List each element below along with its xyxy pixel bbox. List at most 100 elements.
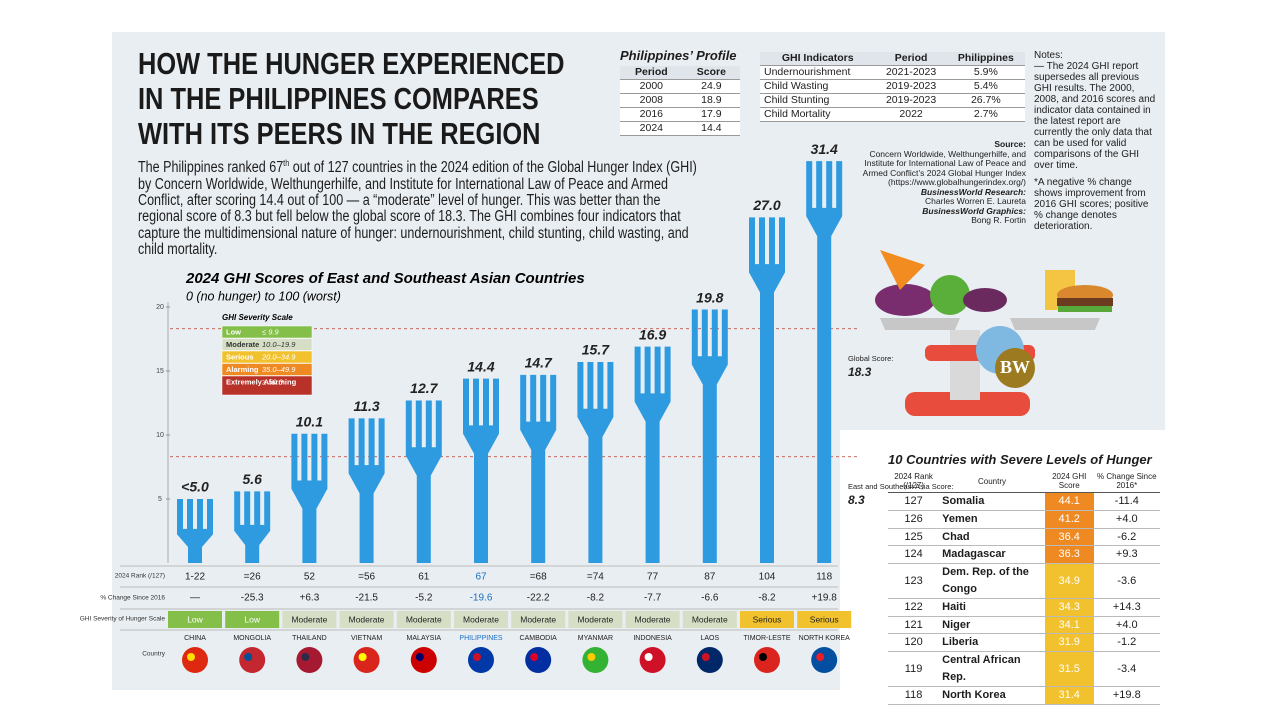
headline-line: IN THE PHILIPPINES COMPARES <box>138 81 539 116</box>
cell: Child Mortality <box>760 107 876 122</box>
fork-bar <box>749 217 785 563</box>
legend-range: 10.0–19.9 <box>262 340 296 349</box>
header-row: 2024 Rank (/127) Country 2024 GHI Score% C… <box>888 470 1160 493</box>
profile-table: Period Score 2000 24.9 2008 18.9 2016 17.9 2024 1… <box>620 66 740 136</box>
illustration: BW <box>875 250 1113 416</box>
flag <box>639 647 666 673</box>
row: 118 North Korea 31.4 +19.8 <box>888 686 1160 705</box>
severity-cell <box>740 611 794 628</box>
value-label: 27.0 <box>752 197 780 213</box>
value-label: 15.7 <box>582 342 610 358</box>
y-tick-label: 20 <box>156 304 164 311</box>
legend-name: Serious <box>226 352 254 361</box>
row: 2016 17.9 <box>620 107 740 122</box>
fork-bar <box>177 499 213 563</box>
value-label: 31.4 <box>811 141 838 157</box>
row: 123 Dem. Rep. of the Congo 34.9 -3.6 <box>888 563 1160 599</box>
change: +6.3 <box>300 593 320 604</box>
change: -6.6 <box>701 593 719 604</box>
flag <box>353 647 380 673</box>
cell: 2022 <box>875 107 947 122</box>
change: +14.3 <box>1093 598 1160 617</box>
cell: 2019-2023 <box>875 93 947 108</box>
legend-swatch <box>221 375 313 396</box>
value-label: 12.7 <box>410 380 438 396</box>
severity: Moderate <box>520 614 556 624</box>
legend-range: 20.0–34.9 <box>261 352 296 361</box>
header-row: Period Score <box>620 66 740 80</box>
severity-cell <box>682 611 737 628</box>
rank: =68 <box>530 572 547 583</box>
cell: 2008 <box>620 93 683 108</box>
fork-bar <box>691 309 728 563</box>
notes-title: Notes: <box>1034 50 1063 61</box>
row: 127 Somalia 44.1 -11.4 <box>888 492 1160 511</box>
change: -3.6 <box>1093 563 1160 599</box>
value-label: 11.3 <box>353 398 379 414</box>
headline-line: HOW THE HUNGER EXPERIENCED <box>138 46 565 81</box>
severity-cell <box>339 611 394 628</box>
severity: Moderate <box>577 614 613 624</box>
flag-detail <box>244 653 253 661</box>
profile: Philippines’ Profile Period Score 2000 24.9… <box>620 48 740 136</box>
y-tick-label: 5 <box>158 496 162 503</box>
score: 41.2 <box>1044 510 1094 529</box>
score: 34.1 <box>1044 616 1094 635</box>
change: +9.3 <box>1093 545 1160 565</box>
header-cell: Philippines <box>946 52 1025 66</box>
cell: 14.4 <box>682 121 740 136</box>
reference-text: Global Score: <box>848 354 893 363</box>
header-cell: GHI Indicators <box>760 52 876 66</box>
score: 34.3 <box>1044 598 1094 617</box>
rank: =56 <box>358 572 375 583</box>
y-tick-label: 15 <box>156 368 164 375</box>
country: NORTH KOREA <box>799 635 851 642</box>
source-label: Source: <box>994 139 1026 149</box>
fork-bar <box>577 362 614 563</box>
cell: 17.9 <box>682 107 740 122</box>
severity: Moderate <box>349 614 385 624</box>
severity: Low <box>187 614 203 624</box>
severity-cell <box>396 611 451 628</box>
flag <box>296 647 323 673</box>
credit: Bong R. Fortin <box>971 215 1026 225</box>
cell: 2021-2023 <box>875 65 947 80</box>
flag <box>182 647 208 673</box>
y-tick-label: 10 <box>156 432 164 439</box>
row: Undernourishment 2021-2023 5.9% <box>760 65 1025 80</box>
severity-cell <box>225 611 280 628</box>
legend-title: GHI Severity Scale <box>222 313 293 322</box>
change: -21.5 <box>355 593 378 604</box>
row-label: 2024 Rank (/127) <box>115 573 165 580</box>
country: CHINA <box>184 635 206 642</box>
intro-text: The Philippines ranked 67 <box>138 159 284 177</box>
country: Haiti <box>939 598 1045 617</box>
flag-detail <box>587 653 596 661</box>
change: -11.4 <box>1093 492 1160 511</box>
score: 31.9 <box>1044 633 1094 653</box>
rank: 104 <box>759 572 776 583</box>
value-label: 5.6 <box>242 471 262 487</box>
legend-name: Alarming <box>226 365 259 374</box>
fork-bar <box>520 374 557 563</box>
rank: 120 <box>888 633 940 653</box>
severity: Moderate <box>463 614 499 624</box>
rank: 124 <box>888 545 940 565</box>
fork-bar <box>348 418 385 563</box>
change: -7.7 <box>644 593 662 604</box>
row: 124 Madagascar 36.3 +9.3 <box>888 545 1160 565</box>
score: 44.1 <box>1044 492 1094 511</box>
score: 34.9 <box>1044 563 1094 599</box>
country: INDONESIA <box>633 635 672 642</box>
country: Yemen <box>939 510 1045 529</box>
fork-bar <box>634 346 671 563</box>
cell: 18.9 <box>682 93 740 108</box>
rank: 118 <box>816 572 832 583</box>
rank: =26 <box>244 572 261 583</box>
header-row: GHI Indicators Period Philippines <box>760 52 1025 66</box>
flag <box>811 647 838 673</box>
score: 31.4 <box>1044 686 1094 705</box>
rank: 119 <box>888 651 940 687</box>
row: 126 Yemen 41.2 +4.0 <box>888 510 1160 529</box>
reference-value: 8.3 <box>848 493 865 507</box>
